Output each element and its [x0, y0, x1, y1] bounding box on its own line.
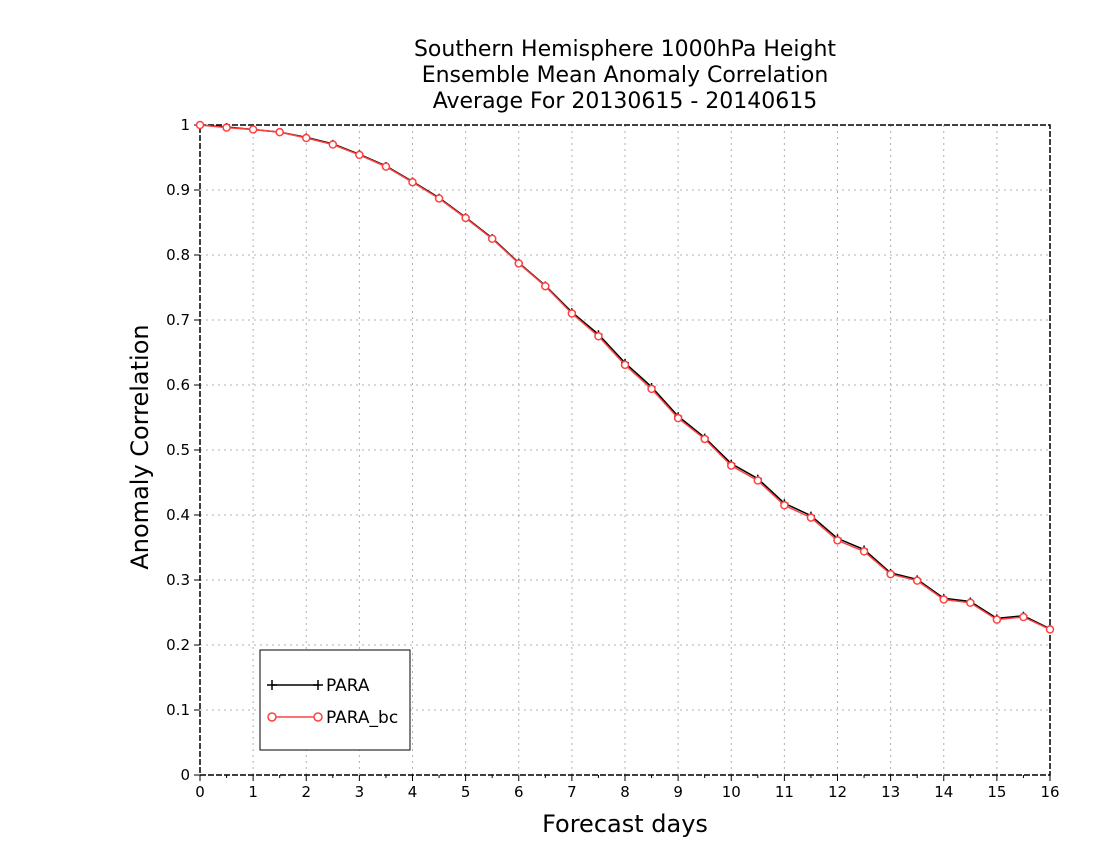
- x-tick-label: 11: [775, 783, 794, 801]
- x-tick-label: 8: [620, 783, 630, 801]
- x-tick-label: 12: [828, 783, 847, 801]
- grid-lines: [200, 125, 1050, 775]
- x-tick-label: 3: [355, 783, 365, 801]
- data-point-circle: [302, 133, 311, 143]
- x-tick-label: 5: [461, 783, 471, 801]
- x-axis-label: Forecast days: [542, 810, 708, 838]
- data-point-circle: [647, 384, 656, 394]
- y-tick-label: 1: [180, 116, 190, 134]
- data-point-circle: [859, 547, 869, 556]
- x-tick-label: 7: [567, 783, 577, 801]
- data-point-circle: [275, 127, 284, 137]
- data-point-circle: [780, 501, 789, 510]
- data-point-circle: [381, 162, 391, 171]
- y-tick-label: 0.8: [166, 246, 190, 264]
- x-tick-label: 15: [987, 783, 1006, 801]
- data-point-circle: [1045, 625, 1055, 634]
- data-point-circle: [408, 177, 417, 187]
- y-tick-label: 0.7: [166, 311, 190, 329]
- data-point-circle: [434, 194, 444, 203]
- data-point-circle: [753, 476, 763, 485]
- legend-marker-circle: [267, 712, 277, 722]
- y-tick-label: 0: [180, 766, 190, 784]
- x-tick-label: 4: [408, 783, 418, 801]
- x-tick-label: 13: [881, 783, 900, 801]
- legend-box: [259, 649, 411, 751]
- y-axis-ticks: 0 0.1 0.2 0.3 0.4 0.5 0.6 0.7 0.8 0.9 1: [166, 116, 200, 784]
- data-point-circle: [727, 461, 736, 470]
- x-tick-label: 0: [195, 783, 205, 801]
- data-point-circle: [912, 576, 922, 585]
- y-tick-label: 0.5: [166, 441, 190, 459]
- data-point-circle: [939, 595, 948, 604]
- data-point-circle: [487, 234, 497, 243]
- y-axis-label: Anomaly Correlation: [126, 324, 154, 570]
- x-tick-label: 2: [301, 783, 311, 801]
- series-line: [199, 124, 1051, 630]
- legend-marker-circle: [313, 712, 323, 722]
- legend-marker-plus: [267, 680, 277, 690]
- x-tick-label: 16: [1040, 783, 1059, 801]
- chart-title-line-2: Ensemble Mean Anomaly Correlation: [421, 63, 829, 88]
- legend: PARA PARA_bc: [259, 649, 411, 751]
- series-layer: [195, 120, 1055, 634]
- x-tick-label: 9: [673, 783, 683, 801]
- legend-entry: PARA_bc: [267, 708, 398, 728]
- data-point-circle: [806, 513, 816, 522]
- data-point-circle: [833, 536, 842, 545]
- data-point-circle: [195, 120, 205, 130]
- data-point-circle: [700, 434, 709, 444]
- chart-title-line-3: Average For 20130615 - 20140615: [432, 89, 818, 114]
- legend-label: PARA_bc: [326, 708, 398, 728]
- x-axis-ticks: 0 1 2 3 4 5 6 7 8 9 10 11 12 13 14 15 16: [195, 775, 1060, 801]
- data-point-circle: [620, 360, 630, 370]
- data-point-circle: [673, 413, 683, 423]
- chart-title-line-1: Southern Hemisphere 1000hPa Height: [413, 37, 837, 62]
- data-point-circle: [1019, 612, 1028, 622]
- x-tick-label: 1: [248, 783, 258, 801]
- data-point-circle: [966, 598, 975, 607]
- y-tick-label: 0.2: [166, 636, 190, 654]
- legend-label: PARA: [326, 676, 370, 696]
- series-para-bc: [195, 120, 1055, 634]
- data-point-circle: [886, 569, 895, 579]
- y-tick-label: 0.9: [166, 181, 190, 199]
- data-point-circle: [594, 332, 603, 341]
- legend-marker-plus: [313, 680, 323, 690]
- y-tick-label: 0.4: [166, 506, 190, 524]
- data-point-circle: [567, 309, 577, 318]
- y-tick-label: 0.1: [166, 701, 190, 719]
- data-point-circle: [355, 150, 364, 160]
- data-point-circle: [992, 615, 1002, 624]
- y-tick-label: 0.6: [166, 376, 190, 394]
- data-point-circle: [248, 125, 258, 134]
- x-tick-label: 10: [722, 783, 741, 801]
- legend-entry: PARA: [267, 676, 370, 696]
- data-point-circle: [461, 213, 470, 223]
- x-tick-label: 6: [514, 783, 524, 801]
- y-tick-label: 0.3: [166, 571, 190, 589]
- data-point-circle: [541, 281, 550, 291]
- data-point-circle: [222, 123, 231, 132]
- x-tick-label: 14: [934, 783, 953, 801]
- data-point-circle: [328, 140, 338, 149]
- data-point-circle: [514, 259, 523, 268]
